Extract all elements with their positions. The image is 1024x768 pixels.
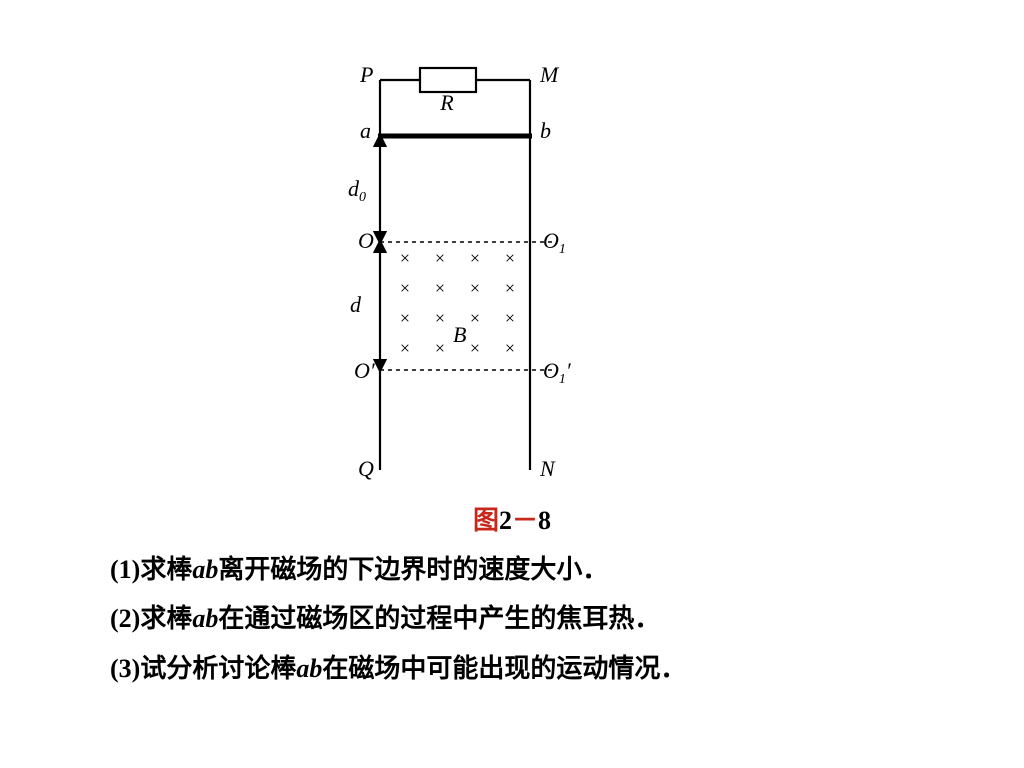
svg-text:×: × — [505, 248, 515, 268]
svg-text:B: B — [453, 322, 466, 347]
svg-text:×: × — [400, 248, 410, 268]
circuit-diagram: × × × × × × × × × × × × × × × × P Ma b O O1 O′ O1′ Q N Bd0 d R — [300, 60, 660, 490]
svg-text:O1: O1 — [543, 228, 566, 257]
question-list: (1)求棒ab离开磁场的下边界时的速度大小．(2)求棒ab在通过磁场区的过程中产… — [110, 545, 930, 693]
svg-text:×: × — [505, 278, 515, 298]
svg-text:×: × — [400, 278, 410, 298]
svg-text:O1′: O1′ — [543, 358, 572, 387]
svg-text:b: b — [540, 118, 551, 143]
svg-text:×: × — [470, 308, 480, 328]
svg-text:a: a — [360, 118, 371, 143]
svg-text:×: × — [470, 278, 480, 298]
svg-text:P: P — [359, 62, 373, 87]
svg-text:N: N — [539, 456, 556, 481]
svg-text:Q: Q — [358, 456, 374, 481]
svg-text:M: M — [539, 62, 560, 87]
svg-text:×: × — [435, 278, 445, 298]
question-item: (2)求棒ab在通过磁场区的过程中产生的焦耳热． — [110, 594, 930, 643]
svg-text:d: d — [350, 292, 362, 317]
figure-caption: 图2－8 — [0, 500, 1024, 537]
svg-text:×: × — [505, 308, 515, 328]
svg-text:×: × — [435, 248, 445, 268]
svg-text:×: × — [400, 308, 410, 328]
svg-text:d0: d0 — [348, 176, 366, 205]
svg-text:O: O — [358, 228, 374, 253]
question-item: (3)试分析讨论棒ab在磁场中可能出现的运动情况． — [110, 644, 930, 693]
svg-text:O′: O′ — [354, 358, 376, 383]
svg-text:×: × — [470, 248, 480, 268]
question-item: (1)求棒ab离开磁场的下边界时的速度大小． — [110, 545, 930, 594]
diagram-svg: × × × × × × × × × × × × × × × × P Ma b O O1 O′ O1′ Q N Bd0 d R — [300, 60, 660, 490]
svg-text:R: R — [439, 90, 454, 115]
svg-text:×: × — [435, 308, 445, 328]
svg-text:×: × — [470, 338, 480, 358]
svg-text:×: × — [435, 338, 445, 358]
svg-text:×: × — [400, 338, 410, 358]
svg-text:×: × — [505, 338, 515, 358]
